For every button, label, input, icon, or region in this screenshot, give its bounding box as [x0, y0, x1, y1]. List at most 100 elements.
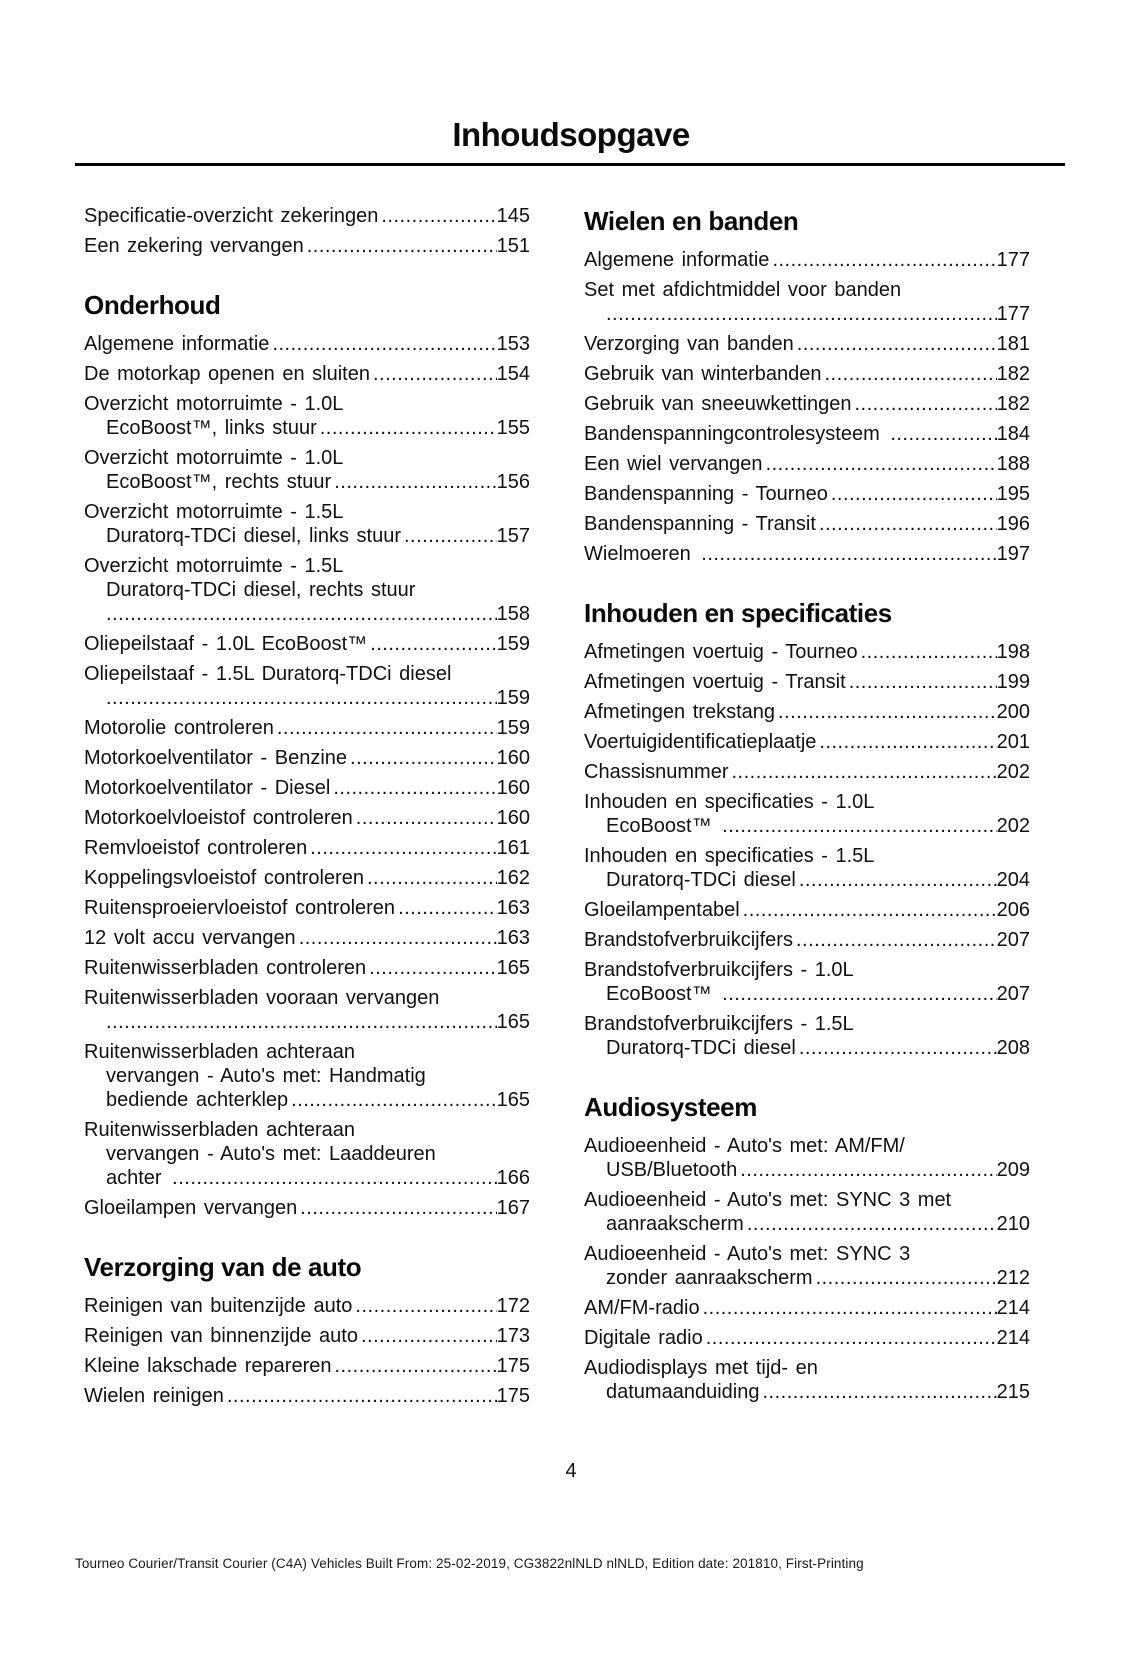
toc-entry: Audioeenheid - Auto's met: SYNC 3 zonder … [584, 1242, 1030, 1290]
toc-entry-page-number: 196 [996, 513, 1030, 535]
toc-entry-label: datumaanduiding [606, 1381, 760, 1403]
toc-entry-line: De motorkap openen en sluiten 154 [84, 362, 530, 386]
toc-entry-line: Bandenspanning - Tourneo 195 [584, 482, 1030, 506]
dot-leader [350, 746, 497, 770]
toc-entry-line: Inhouden en specificaties - 1.0L [584, 791, 875, 813]
toc-entry-line: 12 volt accu vervangen 163 [84, 926, 530, 950]
toc-entry: Set met afdichtmiddel voor banden 177 [584, 278, 1030, 326]
toc-entry: Motorkoelventilator - Benzine 160 [84, 746, 530, 770]
toc-entry-line: Specificatie-overzicht zekeringen 145 [84, 204, 530, 228]
dot-leader [307, 234, 497, 258]
toc-entry-page-number: 198 [996, 641, 1030, 663]
toc-entry: Chassisnummer 202 [584, 760, 1030, 784]
dot-leader [370, 632, 496, 656]
dot-leader [861, 640, 997, 664]
toc-entry-line: Gebruik van sneeuwkettingen 182 [584, 392, 1030, 416]
toc-entry-label: Gebruik van winterbanden [584, 363, 822, 385]
toc-entry-line: Afmetingen voertuig - Tourneo 198 [584, 640, 1030, 664]
toc-entry: Audioeenheid - Auto's met: AM/FM/USB/Blu… [584, 1134, 1030, 1182]
toc-entry-page-number: 209 [996, 1159, 1030, 1181]
toc-entry-page-number: 165 [496, 957, 530, 979]
toc-entry: Gloeilampentabel 206 [584, 898, 1030, 922]
toc-entry-line: Set met afdichtmiddel voor banden [584, 279, 902, 301]
toc-entry-label: Specificatie-overzicht zekeringen [84, 205, 379, 227]
toc-entry-line: Kleine lakschade repareren 175 [84, 1354, 530, 1378]
toc-entry-page-number: 188 [996, 453, 1030, 475]
dot-leader [367, 866, 497, 890]
toc-entry: Brandstofverbruikcijfers - 1.0L EcoBoost™… [584, 958, 1030, 1006]
page-title: Inhoudsopgave [452, 116, 690, 153]
toc-entry: Bandenspanning - Transit 196 [584, 512, 1030, 536]
toc-entry-line: Chassisnummer 202 [584, 760, 1030, 784]
toc-entry-page-number: 151 [496, 235, 530, 257]
dot-leader [310, 836, 496, 860]
toc-entry-page-number: 145 [496, 205, 530, 227]
toc-entry: Een zekering vervangen 151 [84, 234, 530, 258]
toc-entry-label: Duratorq-TDCi diesel [606, 1037, 796, 1059]
toc-entry-line: datumaanduiding 215 [584, 1380, 1030, 1404]
toc-entry-line: AM/FM-radio 214 [584, 1296, 1030, 1320]
toc-entry-line: 177 [584, 302, 1030, 326]
dot-leader [762, 1380, 996, 1404]
toc-entry-label: Motorkoelventilator - Benzine [84, 747, 348, 769]
toc-entry-line: Oliepeilstaaf - 1.5L Duratorq-TDCi diese… [84, 663, 452, 685]
toc-entry-label: Digitale radio [584, 1327, 703, 1349]
dot-leader [227, 1384, 497, 1408]
dot-leader [706, 1326, 997, 1350]
toc-entry-page-number: 204 [996, 869, 1030, 891]
toc-entry-page-number: 202 [996, 815, 1030, 837]
toc-entry: Reinigen van buitenzijde auto 172 [84, 1294, 530, 1318]
toc-entry-page-number: 177 [996, 249, 1030, 271]
toc-entry-page-number: 163 [496, 897, 530, 919]
toc-entry-page-number: 159 [496, 687, 530, 709]
toc-entry: Overzicht motorruimte - 1.0L EcoBoost™, r… [84, 446, 530, 494]
dot-leader [766, 452, 997, 476]
toc-entry: Audioeenheid - Auto's met: SYNC 3 met aan… [584, 1188, 1030, 1236]
toc-entry: Koppelingsvloeistof controleren 162 [84, 866, 530, 890]
toc-entry: Motorkoelventilator - Diesel 160 [84, 776, 530, 800]
dot-leader [334, 470, 496, 494]
dot-leader [731, 760, 996, 784]
toc-entry-line: 158 [84, 602, 530, 626]
dot-leader [356, 806, 497, 830]
dot-leader [855, 392, 997, 416]
dot-leader [831, 482, 997, 506]
toc-entry: Voertuigidentificatieplaatje 201 [584, 730, 1030, 754]
toc-entry-line: Inhouden en specificaties - 1.5L [584, 845, 875, 867]
toc-entry-label: EcoBoost™, links stuur [106, 417, 317, 439]
toc-entry-page-number: 173 [496, 1325, 530, 1347]
toc-entry-page-number: 161 [496, 837, 530, 859]
toc-entry-page-number: 160 [496, 747, 530, 769]
toc-entry-page-number: 165 [496, 1011, 530, 1033]
dot-leader [819, 512, 997, 536]
toc-entry-line: bediende achterklep 165 [84, 1088, 530, 1112]
toc-entry-line: Overzicht motorruimte - 1.5L [84, 555, 344, 577]
toc-entry: Inhouden en specificaties - 1.0L EcoBoost… [584, 790, 1030, 838]
toc-entry: Remvloeistof controleren 161 [84, 836, 530, 860]
toc-entry-label: zonder aanraakscherm [606, 1267, 813, 1289]
title-rule [75, 163, 1065, 166]
toc-entry-page-number: 165 [496, 1089, 530, 1111]
toc-entry-page-number: 195 [996, 483, 1030, 505]
toc-entry: Gebruik van winterbanden 182 [584, 362, 1030, 386]
dot-leader [772, 248, 996, 272]
toc-entry-label: Motorolie controleren [84, 717, 274, 739]
toc-entry-page-number: 177 [996, 303, 1030, 325]
toc-entry-line: achter 166 [84, 1166, 530, 1190]
toc-entry-label: Ruitenwisserbladen controleren [84, 957, 367, 979]
toc-entry: Brandstofverbruikcijfers - 1.5L Duratorq-… [584, 1012, 1030, 1060]
toc-entry-line: Duratorq-TDCi diesel 204 [584, 868, 1030, 892]
toc-entry-page-number: 175 [496, 1385, 530, 1407]
toc-entry-line: Motorolie controleren 159 [84, 716, 530, 740]
toc-columns: Specificatie-overzicht zekeringen 145 Een … [84, 204, 1142, 1414]
dot-leader [300, 1196, 496, 1220]
toc-entry-label: EcoBoost™ [606, 815, 720, 837]
toc-entry-line: Motorkoelventilator - Benzine 160 [84, 746, 530, 770]
toc-entry-label: Reinigen van buitenzijde auto [84, 1295, 353, 1317]
toc-entry-page-number: 215 [996, 1381, 1030, 1403]
toc-entry-label: Een wiel vervangen [584, 453, 763, 475]
toc-entry-page-number: 159 [496, 633, 530, 655]
dot-leader [799, 868, 997, 892]
toc-entry: Oliepeilstaaf - 1.0L EcoBoost™ 159 [84, 632, 530, 656]
